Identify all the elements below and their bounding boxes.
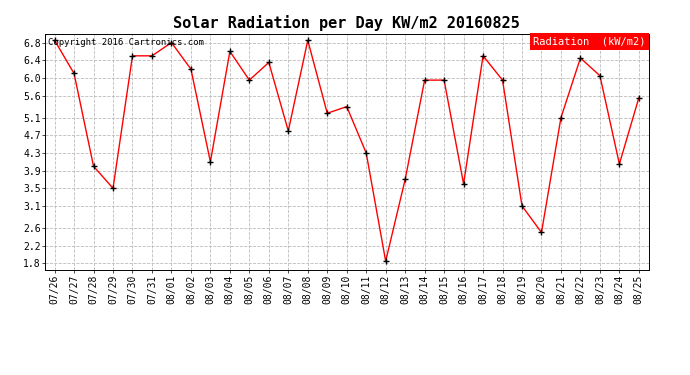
Title: Solar Radiation per Day KW/m2 20160825: Solar Radiation per Day KW/m2 20160825 — [173, 15, 520, 31]
Text: Radiation  (kW/m2): Radiation (kW/m2) — [533, 36, 646, 46]
Text: Copyright 2016 Cartronics.com: Copyright 2016 Cartronics.com — [48, 39, 204, 48]
